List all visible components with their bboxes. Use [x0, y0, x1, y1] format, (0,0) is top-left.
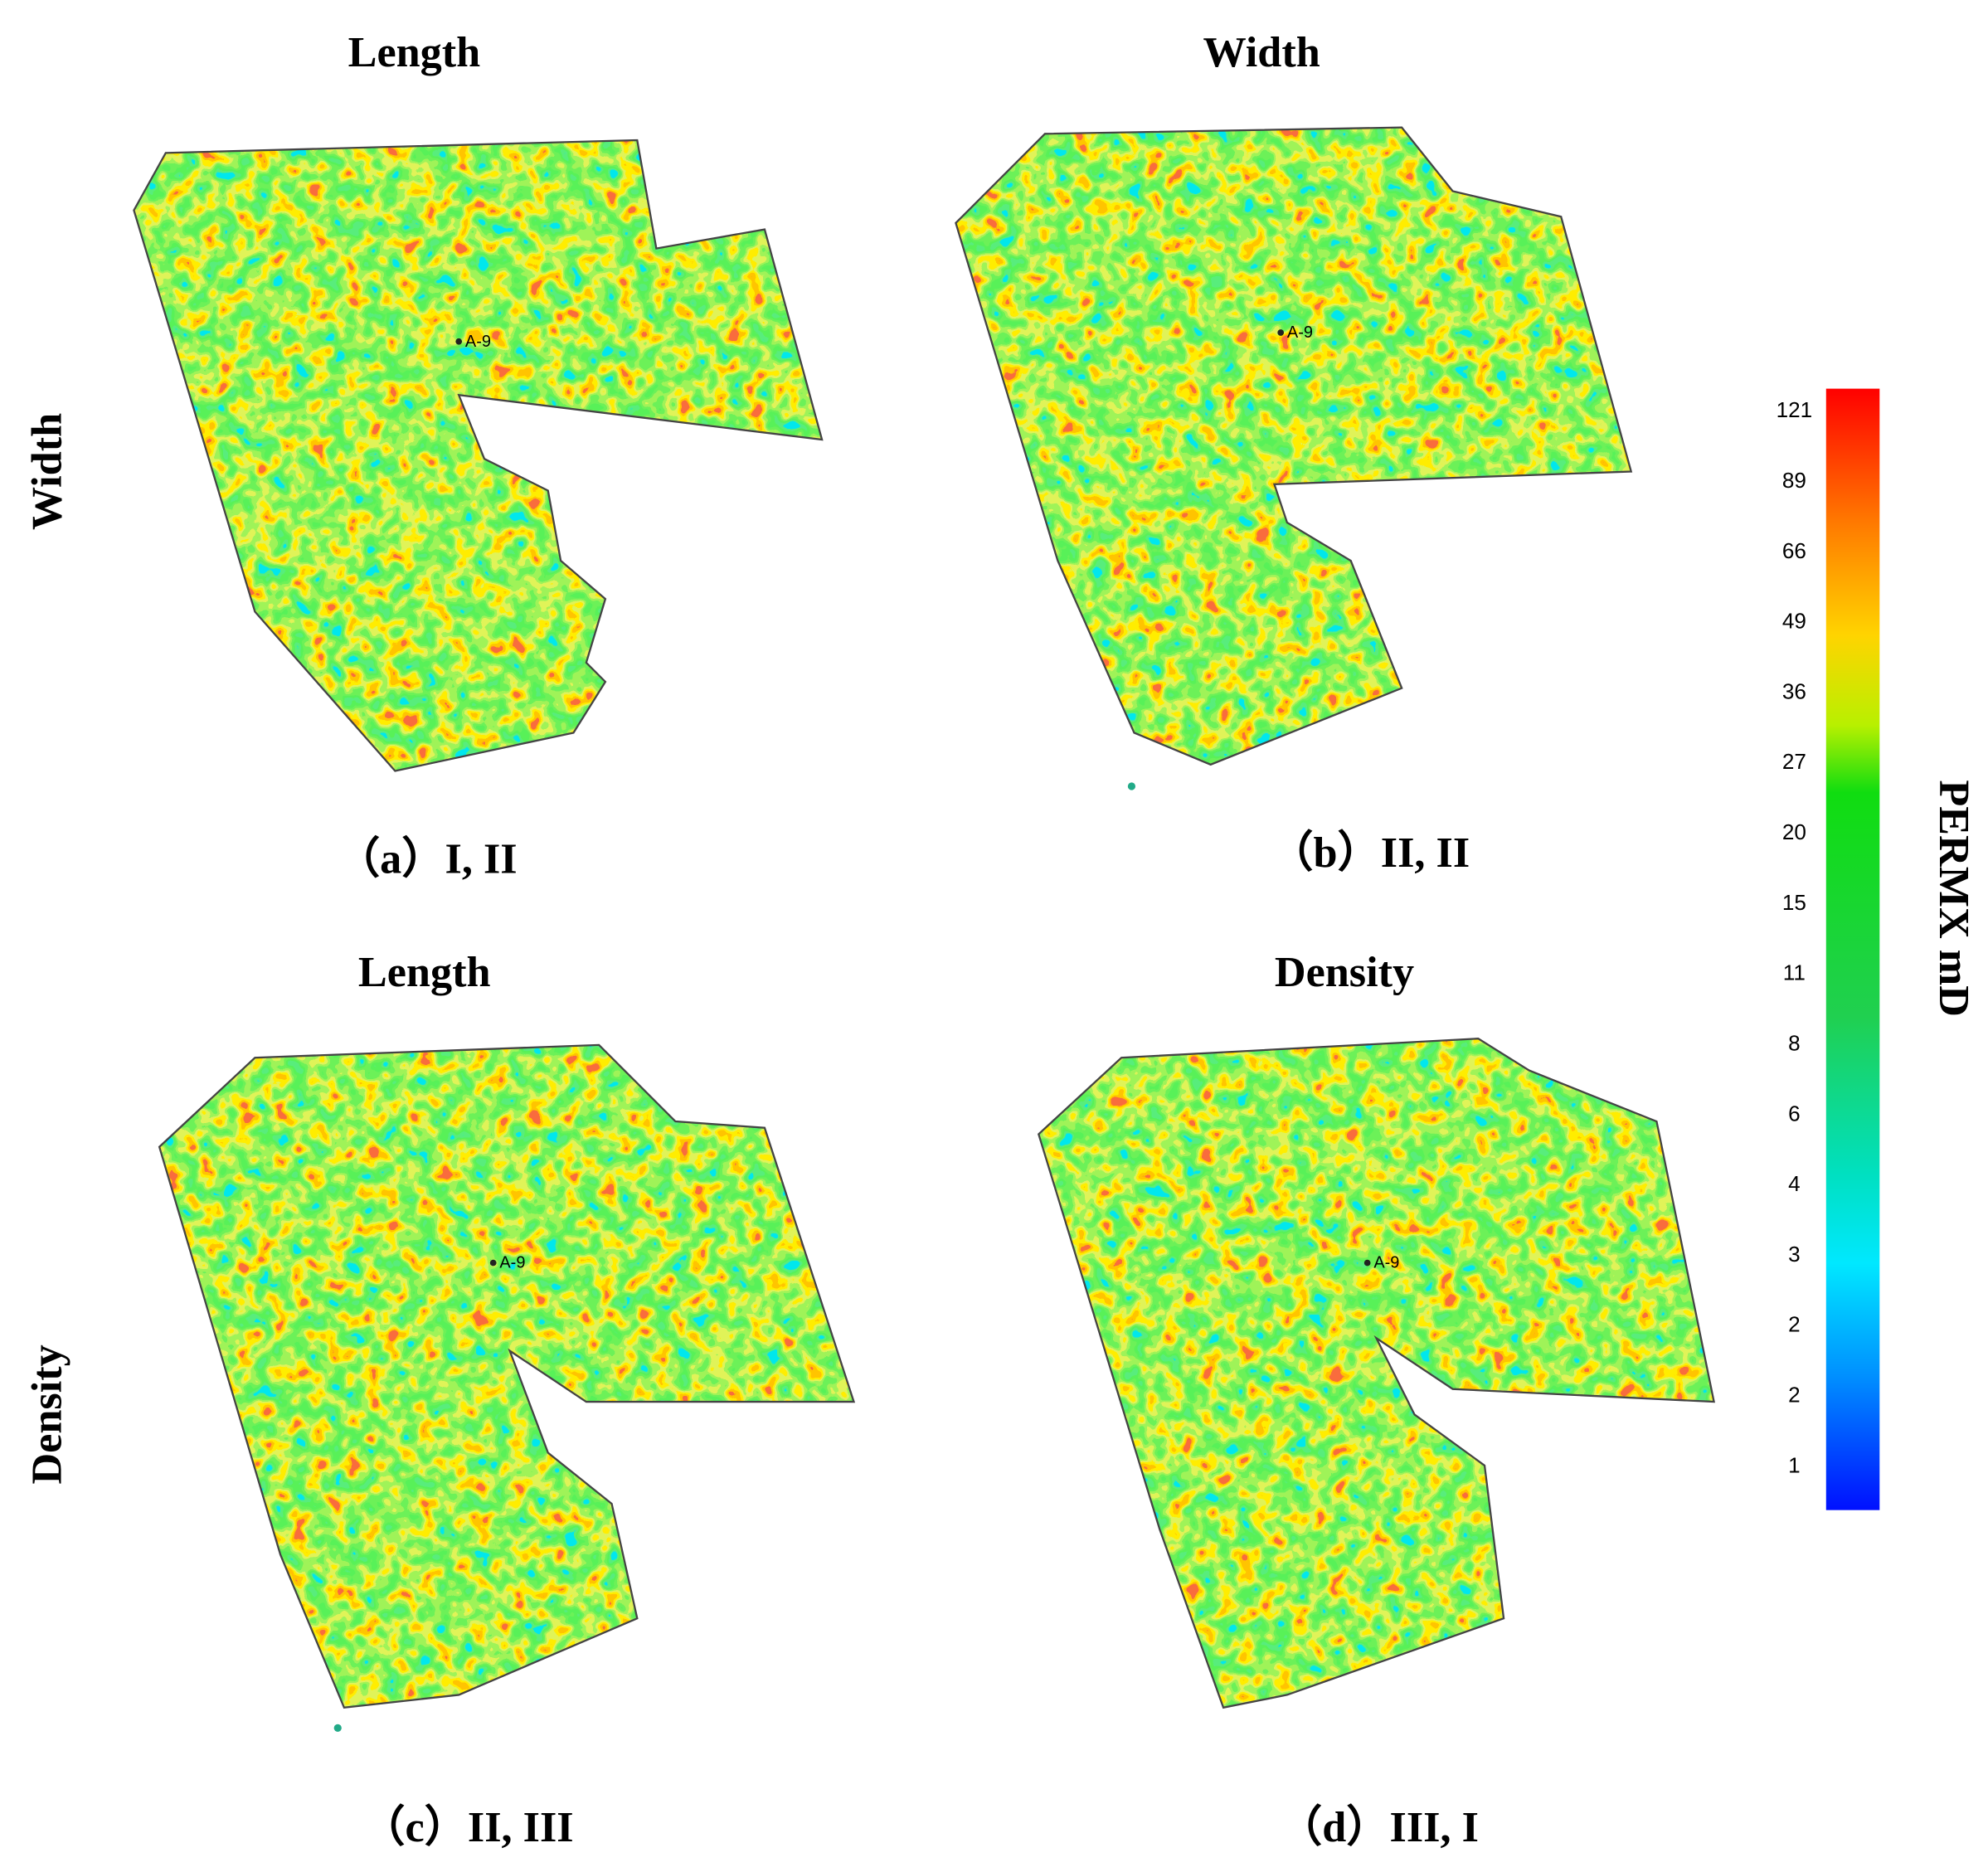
panel-caption: （b）II, II	[1270, 829, 1470, 877]
colorbar-tick: 4	[1788, 1171, 1801, 1196]
colorbar-tick: 49	[1782, 609, 1806, 634]
well-label: A-9	[465, 333, 491, 351]
colorbar-tick: 15	[1782, 890, 1806, 915]
colorbar-tick: 3	[1788, 1242, 1801, 1267]
row-label: Width	[23, 413, 71, 530]
colorbar-tick: 2	[1788, 1312, 1801, 1337]
well-label: A-9	[1287, 323, 1313, 342]
colorbar-tick: 36	[1782, 678, 1806, 703]
colorbar-tick: 1	[1788, 1452, 1801, 1477]
colorbar-tick: 2	[1788, 1382, 1801, 1407]
labels: Length （a）I, II A-9 Width （b）II, II A-9 Length…	[23, 28, 1978, 1851]
colorbar-tick: 6	[1788, 1101, 1801, 1126]
map-outline	[133, 139, 824, 772]
panel-caption: （d）III, I	[1279, 1803, 1479, 1851]
panel-title: Density	[1275, 948, 1414, 996]
dot	[1127, 782, 1136, 790]
well-marker	[1363, 1259, 1371, 1267]
colorbar-tick: 11	[1783, 960, 1806, 985]
map-outline	[1037, 1038, 1716, 1709]
colorbar-tick: 121	[1777, 397, 1813, 422]
panel-caption: （c）II, III	[362, 1803, 573, 1851]
colorbar-tick: 66	[1782, 538, 1806, 563]
well-marker	[455, 338, 463, 345]
well-marker	[489, 1259, 497, 1267]
panel-title: Width	[1203, 28, 1320, 76]
map-outline	[158, 1043, 856, 1709]
row-label: Density	[23, 1344, 71, 1484]
well-label: A-9	[1373, 1254, 1399, 1272]
well-marker	[1277, 329, 1285, 336]
colorbar-tick: 20	[1782, 819, 1806, 844]
well-label: A-9	[499, 1254, 525, 1272]
colorbar-label: PERMX mD	[1930, 780, 1978, 1017]
colorbar-tick: 89	[1782, 468, 1806, 493]
dot	[333, 1724, 342, 1732]
panel-title: Length	[358, 948, 491, 996]
panel-caption: （a）I, II	[337, 834, 518, 883]
map-outline	[955, 126, 1633, 766]
colorbar	[1825, 388, 1880, 1510]
panel-title: Length	[348, 28, 481, 76]
colorbar-tick: 8	[1788, 1030, 1801, 1055]
colorbar-tick: 27	[1782, 749, 1806, 774]
